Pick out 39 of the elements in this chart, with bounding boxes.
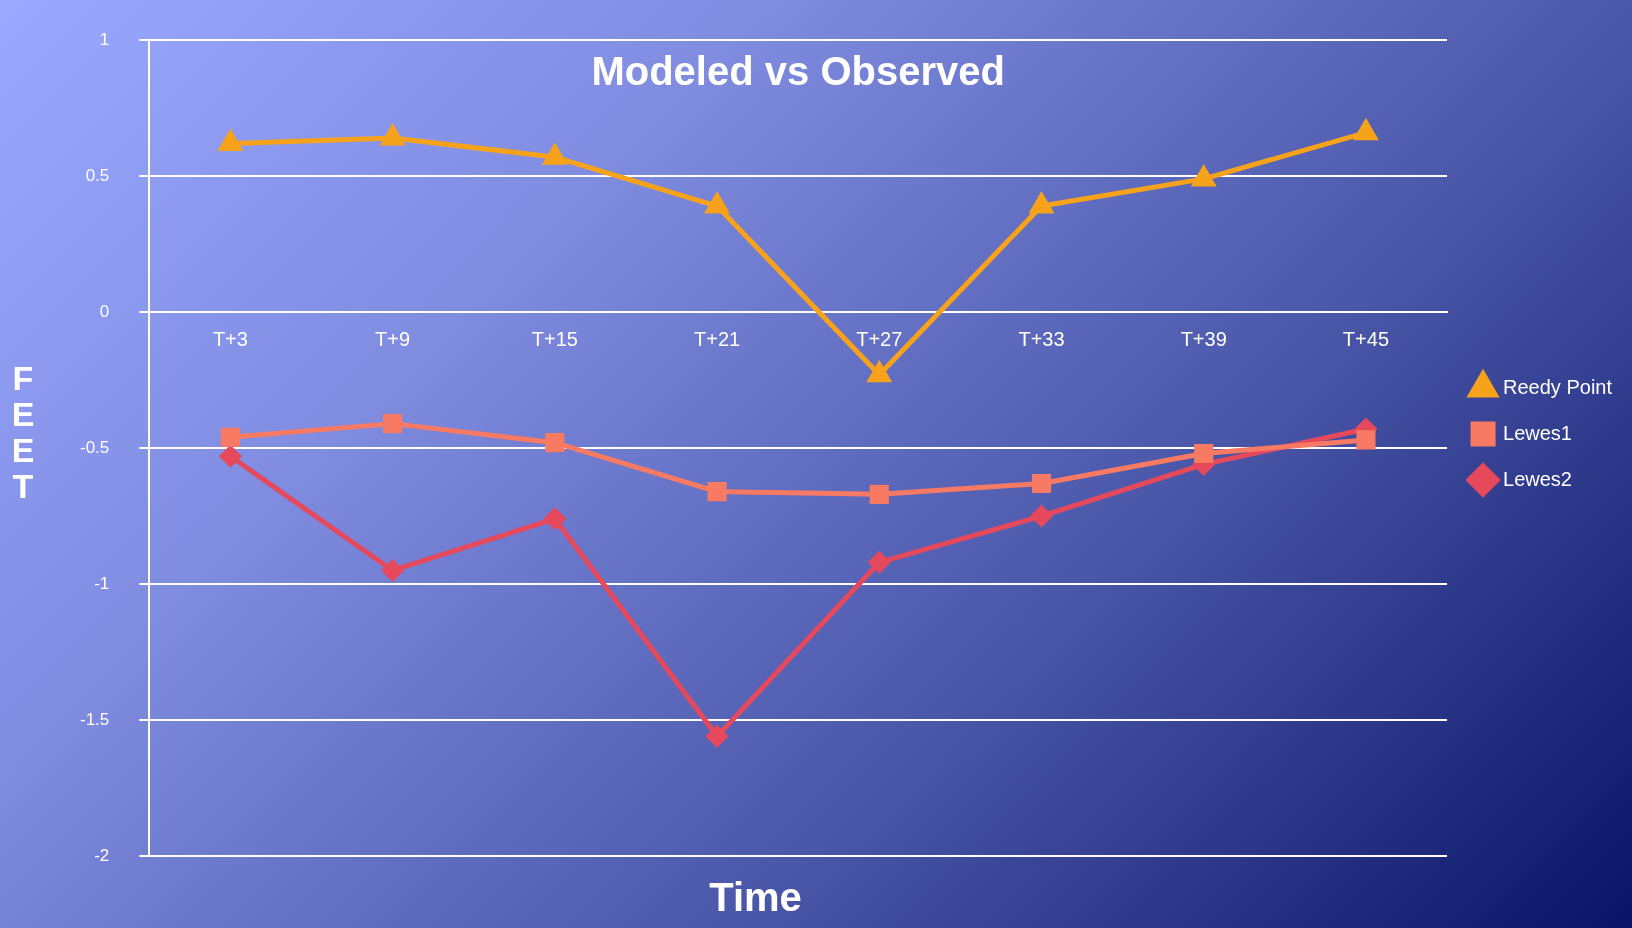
point (1190, 164, 1217, 187)
x-tick-label: T+27 (856, 327, 903, 350)
x-tick-label: T+21 (693, 327, 741, 350)
chart-title: Modeled vs Observed (591, 49, 1005, 94)
point (544, 508, 566, 530)
point (1031, 505, 1052, 527)
point (382, 559, 404, 581)
y-tick-label: -2 (94, 845, 110, 865)
point (704, 191, 730, 214)
point (542, 142, 568, 165)
x-axis-title: Time (708, 875, 803, 920)
legend-label: Lewes1 (1503, 421, 1572, 444)
x-tick-label: T+9 (375, 327, 411, 350)
point (1028, 191, 1055, 214)
x-tick-label: T+45 (1342, 327, 1390, 350)
x-tick-label: T+33 (1018, 327, 1065, 350)
point (220, 427, 240, 447)
y-tick-label: 0.5 (85, 165, 110, 185)
y-axis-title: FEET (10, 359, 36, 505)
legend-label: Reedy Point (1503, 375, 1613, 398)
y-tick-label: -1.5 (80, 709, 110, 729)
point (1194, 443, 1214, 464)
y-tick-label: -1 (94, 573, 110, 593)
point (383, 414, 403, 434)
y-tick-label: 0 (99, 301, 110, 321)
point (1031, 473, 1052, 494)
x-tick-label: T+39 (1180, 327, 1227, 350)
y-tick-label: 1 (99, 29, 110, 49)
point (1356, 430, 1376, 450)
point (868, 551, 890, 573)
point (869, 484, 889, 504)
point (545, 433, 565, 453)
legend-label: Lewes2 (1503, 467, 1572, 490)
point (219, 445, 241, 467)
y-tick-label: -0.5 (80, 437, 110, 457)
point (707, 482, 727, 502)
point (379, 123, 406, 146)
x-tick-label: T+15 (531, 327, 578, 350)
x-tick-label: T+3 (212, 327, 248, 350)
